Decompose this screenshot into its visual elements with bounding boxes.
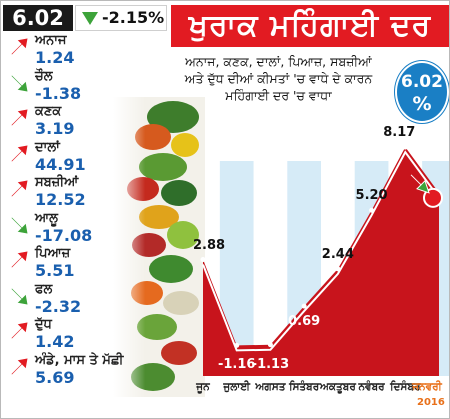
up-arrow-icon bbox=[10, 37, 29, 56]
data-label: -1.13 bbox=[251, 356, 290, 372]
commodity-value: -1.38 bbox=[35, 83, 82, 103]
commodity-name: ਆਲੂ bbox=[35, 210, 58, 226]
up-arrow-icon bbox=[10, 144, 29, 163]
data-point bbox=[301, 303, 307, 309]
commodity-value: 1.24 bbox=[35, 48, 75, 67]
down-arrow-icon bbox=[410, 174, 430, 194]
commodity-item: ਕਣਕ 3.19 bbox=[1, 104, 141, 142]
commodity-value: 44.91 bbox=[35, 154, 86, 174]
commodity-item: ਦੁੱਧ 1.42 bbox=[1, 317, 141, 355]
badge-value: 6.02 bbox=[401, 72, 443, 92]
commodity-item: ਪਿਆਜ਼ 5.51 bbox=[1, 246, 141, 284]
current-value-box: 6.02 bbox=[3, 5, 73, 31]
data-label: 5.20 bbox=[355, 188, 388, 204]
x-tick-label: ਦਿਸੰਬਰ bbox=[390, 381, 421, 393]
down-arrow-icon bbox=[10, 73, 29, 92]
up-arrow-icon bbox=[10, 357, 29, 376]
data-label: 0.69 bbox=[288, 314, 321, 330]
subtitle-line: ਮਹਿੰਗਾਈ ਦਰ 'ਚ ਵਾਧਾ bbox=[225, 88, 332, 103]
x-tick-label: ਅਕਤੂਬਰ bbox=[319, 381, 356, 393]
commodity-item: ਆਲੂ -17.08 bbox=[1, 211, 141, 249]
up-arrow-icon bbox=[10, 108, 29, 127]
x-tick-label: ਜੂਨ bbox=[196, 381, 210, 393]
subtitle-line: ਅਤੇ ਦੁੱਧ ਦੀਆਂ ਕੀਮਤਾਂ 'ਚ ਵਾਧੇ ਦੇ ਕਾਰਨ bbox=[184, 71, 373, 86]
commodity-item: ਦਾਲਾਂ 44.91 bbox=[1, 140, 141, 178]
data-point bbox=[267, 342, 273, 348]
data-label: 2.88 bbox=[192, 237, 226, 253]
x-tick-label: ਅਗਸਤ bbox=[255, 381, 286, 393]
commodity-name: ਚੌਲ bbox=[35, 68, 53, 84]
x-tick-label: ਜਨਵਰੀ bbox=[412, 381, 442, 393]
data-point bbox=[234, 342, 240, 348]
up-arrow-icon bbox=[10, 179, 29, 198]
x-tick-label: ਸਿਤੰਬਰ bbox=[289, 381, 320, 393]
data-label: 2.44 bbox=[321, 246, 354, 262]
data-label: -1.16 bbox=[217, 357, 256, 373]
down-arrow-icon bbox=[10, 215, 29, 234]
commodity-value: 12.52 bbox=[35, 190, 86, 209]
commodity-name: ਫਲ bbox=[35, 281, 53, 297]
vegetables-image bbox=[113, 97, 205, 397]
subtitle-line: ਅਨਾਜ, ਕਣਕ, ਦਾਲਾਂ, ਪਿਆਜ਼, ਸਬਜ਼ੀਆਂ bbox=[185, 54, 372, 69]
commodity-value: 1.42 bbox=[35, 332, 75, 351]
up-arrow-icon bbox=[10, 250, 29, 269]
commodity-name: ਅਨਾਜ bbox=[35, 33, 67, 48]
data-point bbox=[402, 144, 408, 150]
commodity-value: 5.69 bbox=[35, 367, 75, 387]
down-arrow-icon bbox=[10, 286, 29, 305]
data-label: 8.17 bbox=[383, 125, 416, 141]
commodity-name: ਸਬਜ਼ੀਆਂ bbox=[35, 175, 79, 190]
series-area bbox=[203, 147, 439, 376]
data-point bbox=[369, 207, 375, 213]
commodity-value: -2.32 bbox=[35, 296, 82, 316]
commodity-value: 5.51 bbox=[35, 261, 75, 280]
year-label: 2016 bbox=[417, 397, 445, 408]
commodity-item: ਅੰਡੇ, ਮਾਸ ਤੇ ਮੱਛੀ 5.69 bbox=[1, 353, 141, 391]
x-tick-label: ਨਵੰਬਰ bbox=[358, 381, 385, 393]
commodity-name: ਦੁੱਧ bbox=[35, 317, 52, 332]
subtitle: ਅਨਾਜ, ਕਣਕ, ਦਾਲਾਂ, ਪਿਆਜ਼, ਸਬਜ਼ੀਆਂ ਅਤੇ ਦੁੱ… bbox=[161, 53, 396, 104]
commodity-item: ਅਨਾਜ 1.24 bbox=[1, 33, 141, 71]
commodity-item: ਫਲ -2.32 bbox=[1, 282, 141, 320]
inflation-chart: 2016 2.88 -1.16 -1.13 0.69 2.44 5.20 8.17 ਜੂਨ ਜੁ… bbox=[191, 101, 449, 418]
series-line bbox=[202, 150, 440, 352]
chart-title: ਖੁਰਾਕ ਮਹਿੰਗਾਈ ਦਰ bbox=[171, 5, 449, 47]
inflation-badge: 6.02 % bbox=[395, 61, 449, 123]
commodity-item: ਚੌਲ -1.38 bbox=[1, 69, 141, 107]
commodity-name: ਪਿਆਜ਼ bbox=[35, 246, 71, 261]
commodity-name: ਅੰਡੇ, ਮਾਸ ਤੇ ਮੱਛੀ bbox=[35, 352, 124, 368]
commodity-item: ਸਬਜ਼ੀਆਂ 12.52 bbox=[1, 175, 141, 213]
up-arrow-icon bbox=[10, 321, 29, 340]
x-tick-label: ਜੁਲਾਈ bbox=[223, 381, 251, 393]
commodity-value: -17.08 bbox=[35, 225, 93, 245]
data-point bbox=[423, 187, 443, 208]
commodity-name: ਕਣਕ bbox=[35, 104, 62, 119]
down-triangle-icon bbox=[82, 12, 98, 25]
chart-canvas bbox=[200, 144, 449, 376]
change-value: -2.15% bbox=[102, 8, 165, 27]
commodity-name: ਦਾਲਾਂ bbox=[35, 139, 60, 155]
commodity-value: 3.19 bbox=[35, 119, 75, 138]
data-point bbox=[335, 266, 341, 272]
badge-unit: % bbox=[412, 93, 432, 115]
change-box: -2.15% bbox=[75, 5, 167, 31]
data-point bbox=[200, 257, 206, 263]
